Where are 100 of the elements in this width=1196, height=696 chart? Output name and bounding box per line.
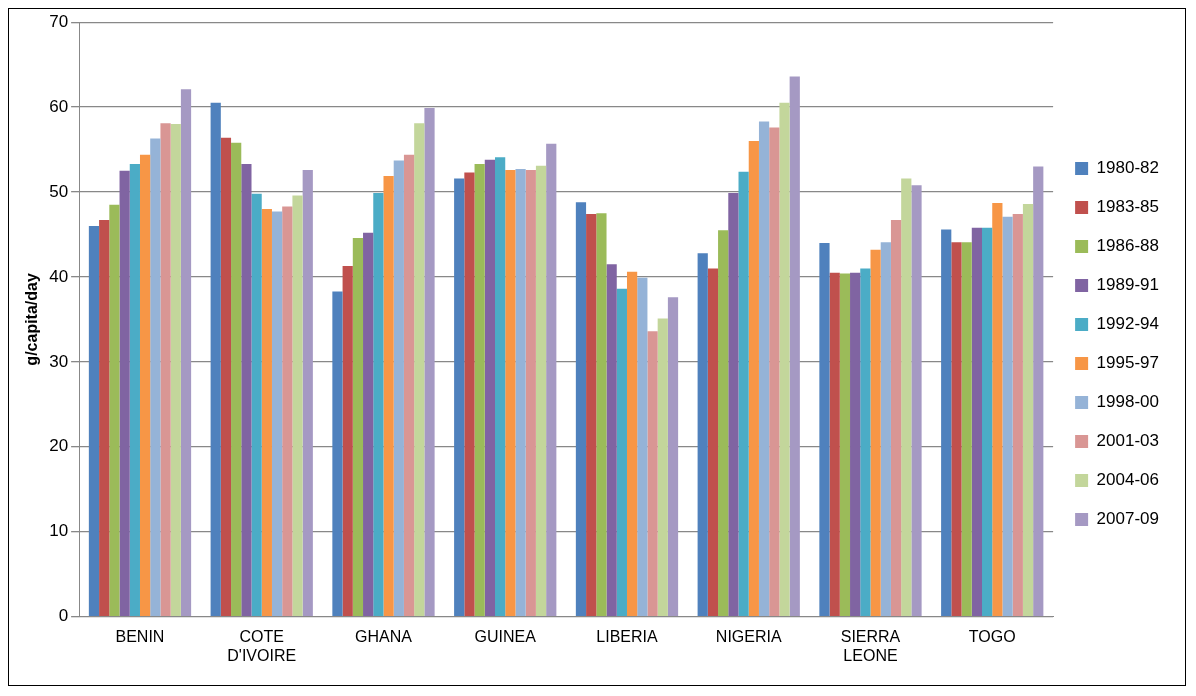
bar [890, 220, 902, 616]
bar [474, 164, 485, 616]
x-tick-label: GHANA [355, 627, 413, 645]
bar [911, 185, 922, 616]
bar [109, 204, 120, 616]
bar [626, 271, 638, 616]
bar [870, 249, 881, 616]
bar [292, 195, 303, 616]
bar [495, 157, 506, 616]
legend-label: 2001-03 [1096, 431, 1159, 451]
y-tick-label: 30 [49, 351, 69, 371]
legend-label: 1992-94 [1096, 314, 1159, 334]
bar [424, 107, 435, 616]
y-tick-label: 50 [49, 181, 69, 201]
bar [941, 229, 952, 616]
y-tick-label: 60 [49, 96, 69, 116]
bar [129, 164, 140, 616]
y-tick-label: 40 [49, 266, 69, 286]
bar [373, 192, 384, 616]
bar [697, 253, 708, 616]
x-tick-label: LIBERIA [596, 627, 658, 645]
bar [525, 169, 536, 616]
bar [839, 273, 851, 616]
legend-label: 1980-82 [1096, 158, 1159, 178]
bar [393, 160, 404, 616]
bar [901, 178, 912, 616]
bar [505, 169, 516, 616]
legend-label: 2007-09 [1096, 509, 1159, 529]
x-tick-label: BENIN [115, 627, 165, 645]
bar [139, 154, 151, 616]
bar [160, 123, 171, 616]
bar [667, 297, 679, 616]
y-tick-label: 20 [49, 436, 69, 456]
legend-label: 1983-85 [1096, 197, 1159, 217]
bar [606, 264, 617, 616]
bar [647, 331, 658, 616]
x-tick-label: SIERRA LEONE [840, 627, 901, 664]
bar [464, 172, 475, 616]
bar [586, 214, 597, 616]
bar [515, 169, 526, 616]
bar [637, 277, 648, 616]
bar [251, 193, 262, 616]
legend-label: 2004-06 [1096, 470, 1159, 490]
bar [302, 169, 313, 616]
y-tick-label: 70 [49, 11, 69, 31]
legend-label: 1986-88 [1096, 236, 1159, 256]
bar [575, 202, 587, 616]
bar [170, 124, 181, 616]
bar [880, 242, 891, 616]
bar [99, 220, 110, 616]
bar [535, 165, 547, 616]
bar [758, 121, 770, 616]
bar [1012, 214, 1023, 616]
bar [616, 288, 627, 616]
bar [779, 102, 790, 616]
legend-label: 1995-97 [1096, 353, 1159, 373]
bar [342, 265, 353, 616]
bar [414, 123, 425, 616]
bar [241, 164, 252, 616]
bar [454, 178, 465, 616]
bar [383, 175, 394, 616]
bar [707, 268, 719, 616]
bar [829, 272, 840, 616]
bar [88, 225, 100, 616]
bar [769, 127, 780, 616]
x-tick-label: GUINEA [474, 627, 537, 645]
bar [271, 211, 283, 616]
bar [789, 76, 800, 616]
bar [403, 154, 415, 616]
y-axis-title: g/capita/day [23, 273, 41, 366]
bar [484, 159, 496, 616]
bar [1002, 216, 1013, 616]
bar [150, 138, 161, 616]
legend-label: 1998-00 [1096, 392, 1159, 412]
bar [352, 237, 364, 616]
x-tick-label: TOGO [968, 627, 1016, 645]
y-tick-label: 0 [58, 606, 69, 626]
bar [261, 209, 272, 616]
bar [961, 242, 972, 616]
bar [657, 318, 668, 616]
bar [332, 291, 343, 616]
bar [1022, 203, 1034, 616]
bar [180, 89, 192, 616]
bar [282, 206, 293, 616]
bar [992, 203, 1003, 616]
bar [728, 192, 739, 616]
bar [220, 137, 232, 616]
bar [850, 272, 861, 616]
bar [951, 242, 962, 616]
bar [596, 213, 607, 616]
bar [119, 170, 130, 616]
x-tick-label: NIGERIA [715, 627, 782, 645]
bar [748, 141, 759, 616]
bar [860, 268, 871, 616]
bar [971, 227, 983, 616]
bar [546, 143, 557, 616]
bar [982, 227, 993, 616]
bar [1033, 166, 1044, 616]
legend-label: 1989-91 [1096, 275, 1159, 295]
bar [738, 171, 749, 616]
